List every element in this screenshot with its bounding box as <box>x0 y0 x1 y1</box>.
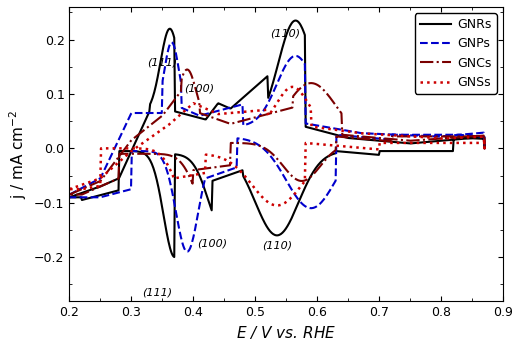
GNSs <box>248 181 254 185</box>
Line: GNSs: GNSs <box>70 87 485 205</box>
GNRs <box>326 154 332 158</box>
GNCs <box>185 68 191 72</box>
GNSs <box>67 187 73 191</box>
GNPs <box>151 111 158 115</box>
GNCs <box>433 137 439 141</box>
GNRs <box>403 141 409 145</box>
GNSs <box>403 134 409 138</box>
GNRs <box>171 255 177 259</box>
GNPs <box>67 192 73 197</box>
GNCs <box>151 120 158 124</box>
GNSs <box>151 133 158 137</box>
GNPs <box>168 40 175 45</box>
GNPs <box>403 133 409 137</box>
Y-axis label: j / mA cm$^{-2}$: j / mA cm$^{-2}$ <box>7 109 29 199</box>
Line: GNRs: GNRs <box>70 21 485 257</box>
Text: (100): (100) <box>185 84 215 94</box>
GNPs <box>67 195 73 199</box>
GNCs <box>67 192 73 197</box>
GNSs <box>326 143 332 147</box>
GNPs <box>249 139 255 143</box>
GNSs <box>289 85 295 89</box>
GNRs <box>151 90 158 94</box>
GNCs <box>326 154 332 158</box>
GNRs <box>433 139 439 143</box>
X-axis label: E / V $\it{vs}$. RHE: E / V $\it{vs}$. RHE <box>236 324 336 341</box>
GNSs <box>232 165 239 169</box>
GNRs <box>67 195 73 199</box>
GNRs <box>233 170 240 174</box>
GNSs <box>433 136 439 140</box>
GNSs <box>67 187 73 191</box>
Line: GNCs: GNCs <box>70 70 485 195</box>
Text: (111): (111) <box>147 57 177 68</box>
GNPs <box>433 134 439 139</box>
GNCs <box>67 192 73 197</box>
GNRs <box>67 195 73 199</box>
Text: (100): (100) <box>197 238 227 248</box>
Text: (110): (110) <box>270 28 300 38</box>
Line: GNPs: GNPs <box>70 42 485 252</box>
GNCs <box>233 141 240 145</box>
GNSs <box>274 203 280 207</box>
GNRs <box>249 191 255 196</box>
Text: (111): (111) <box>142 287 173 298</box>
GNPs <box>233 165 240 169</box>
Text: (110): (110) <box>262 240 292 250</box>
GNCs <box>403 138 409 142</box>
GNPs <box>326 190 332 194</box>
GNRs <box>293 18 299 23</box>
GNCs <box>249 142 255 146</box>
Legend: GNRs, GNPs, GNCs, GNSs: GNRs, GNPs, GNCs, GNSs <box>415 13 497 94</box>
GNPs <box>185 250 191 254</box>
